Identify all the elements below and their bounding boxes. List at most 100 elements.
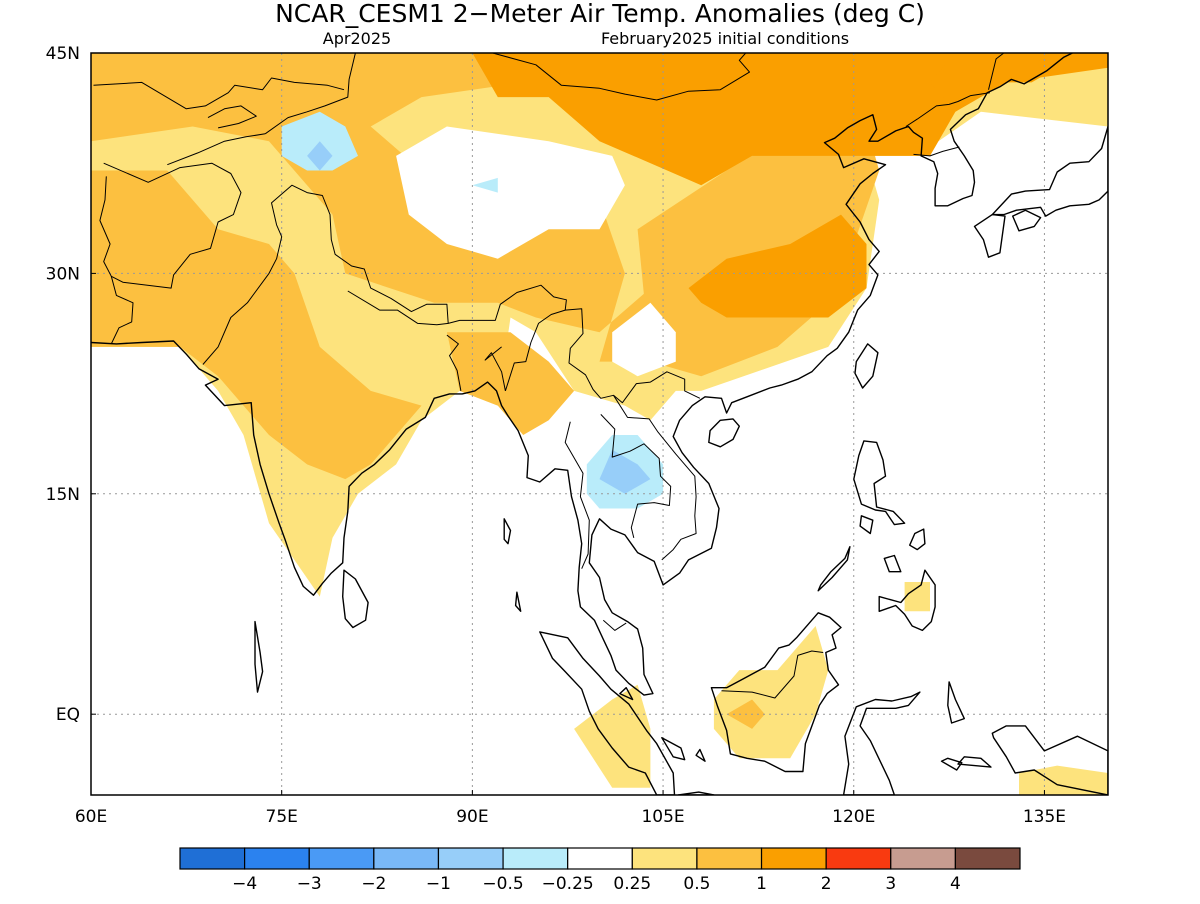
longitude-tick-label: 60E xyxy=(75,807,107,827)
country-border xyxy=(484,346,506,391)
anomaly-region xyxy=(446,332,575,435)
anomaly-region xyxy=(688,214,867,318)
colorbar-label: 1 xyxy=(756,874,767,894)
longitude-tick-label: 105E xyxy=(641,807,684,827)
colorbar-swatch xyxy=(244,847,310,870)
colorbar-label: −0.5 xyxy=(482,874,523,894)
colorbar-swatch xyxy=(567,847,633,870)
country-border xyxy=(451,53,750,101)
colorbar-swatch xyxy=(760,847,827,870)
anomaly-region xyxy=(1019,765,1108,795)
coastline xyxy=(1012,209,1042,232)
country-border xyxy=(202,184,567,392)
longitude-tick-label: 120E xyxy=(832,807,875,827)
anomaly-region xyxy=(281,111,358,171)
latitude-tick-label: 30N xyxy=(46,264,80,284)
map-panel xyxy=(91,53,1108,795)
latitude-tick-label: 45N xyxy=(46,44,80,64)
anomaly-region xyxy=(713,626,829,759)
country-border xyxy=(99,162,242,289)
longitude-tick-label: 75E xyxy=(266,807,298,827)
longitude-tick-label: 135E xyxy=(1023,807,1066,827)
coastline xyxy=(342,569,369,629)
coastline xyxy=(695,748,706,762)
coastline xyxy=(710,612,842,773)
colorbar-swatch xyxy=(179,847,246,870)
coastline xyxy=(854,343,879,389)
colorbar-label: 0.25 xyxy=(613,874,651,894)
country-border xyxy=(913,146,960,157)
colorbar-swatch xyxy=(954,847,1021,870)
colorbar-label: −4 xyxy=(232,874,257,894)
country-border xyxy=(347,290,449,326)
colorbar: −4 −3 −2 −1 −0.5 −0.25 0.25 0.5 1 2 3 4 xyxy=(179,847,1021,894)
country-border xyxy=(613,395,697,561)
coastline xyxy=(991,725,1108,795)
country-border xyxy=(988,53,1021,90)
latitude-tick-label: EQ xyxy=(56,705,80,725)
anomaly-region xyxy=(599,449,651,494)
figure-title: NCAR_CESM1 2−Meter Air Temp. Anomalies (… xyxy=(275,0,925,28)
country-border xyxy=(905,92,990,127)
coastline xyxy=(957,756,992,768)
colorbar-swatch xyxy=(890,847,956,870)
colorbar-swatch xyxy=(502,847,569,870)
longitude-axis: 60E 75E 90E 105E 120E 135E xyxy=(75,790,1066,827)
anomaly-region xyxy=(91,170,422,480)
country-border xyxy=(207,105,257,129)
colorbar-label: −1 xyxy=(426,874,451,894)
anomaly-region xyxy=(612,302,676,377)
colorbar-label: 3 xyxy=(885,874,896,894)
colorbar-label: 4 xyxy=(950,874,961,894)
colorbar-swatch xyxy=(308,847,375,870)
coastline xyxy=(539,631,676,795)
country-border xyxy=(600,414,672,539)
coastline xyxy=(677,791,715,795)
country-border xyxy=(93,77,345,110)
anomaly-region xyxy=(574,684,651,788)
colorbar-label: −0.25 xyxy=(542,874,594,894)
country-border xyxy=(565,308,701,404)
anomaly-shading-layer xyxy=(91,53,1108,795)
country-border xyxy=(564,421,590,569)
coastline xyxy=(817,546,851,592)
latitude-tick-label: 15N xyxy=(46,485,80,505)
coastline xyxy=(947,681,965,724)
country-border xyxy=(602,619,627,631)
coastline xyxy=(503,518,512,545)
latitude-axis: 45N 30N 15N EQ xyxy=(46,44,96,725)
colorbar-swatch xyxy=(631,847,698,870)
coastline xyxy=(91,53,1073,696)
colorbar-label: −2 xyxy=(361,874,386,894)
map-frame xyxy=(90,52,1109,796)
coastline xyxy=(619,687,634,701)
colorbar-label: 0.5 xyxy=(683,874,710,894)
coastline xyxy=(514,591,522,612)
coastline xyxy=(859,515,874,535)
valid-period-label: Apr2025 xyxy=(323,29,391,48)
country-border xyxy=(446,334,462,391)
coastline-layer xyxy=(91,53,1108,795)
colorbar-swatch xyxy=(696,847,763,870)
country-border xyxy=(167,133,266,166)
coastline xyxy=(909,528,926,551)
anomaly-region xyxy=(472,177,498,193)
colorbar-label: −3 xyxy=(297,874,322,894)
coastline xyxy=(991,125,1108,217)
longitude-tick-label: 90E xyxy=(456,807,488,827)
coastline xyxy=(254,620,264,693)
initial-conditions-label: February2025 initial conditions xyxy=(601,29,849,48)
coastline xyxy=(883,554,902,573)
coastline xyxy=(708,418,740,448)
coastline xyxy=(878,569,936,632)
graticule-layer xyxy=(91,53,1108,795)
coastline xyxy=(853,440,906,526)
colorbar-label: 2 xyxy=(821,874,832,894)
country-border xyxy=(264,53,356,135)
country-border xyxy=(110,276,134,345)
colorbar-swatch xyxy=(373,847,440,870)
colorbar-swatch xyxy=(825,847,892,870)
coastline xyxy=(661,737,686,761)
